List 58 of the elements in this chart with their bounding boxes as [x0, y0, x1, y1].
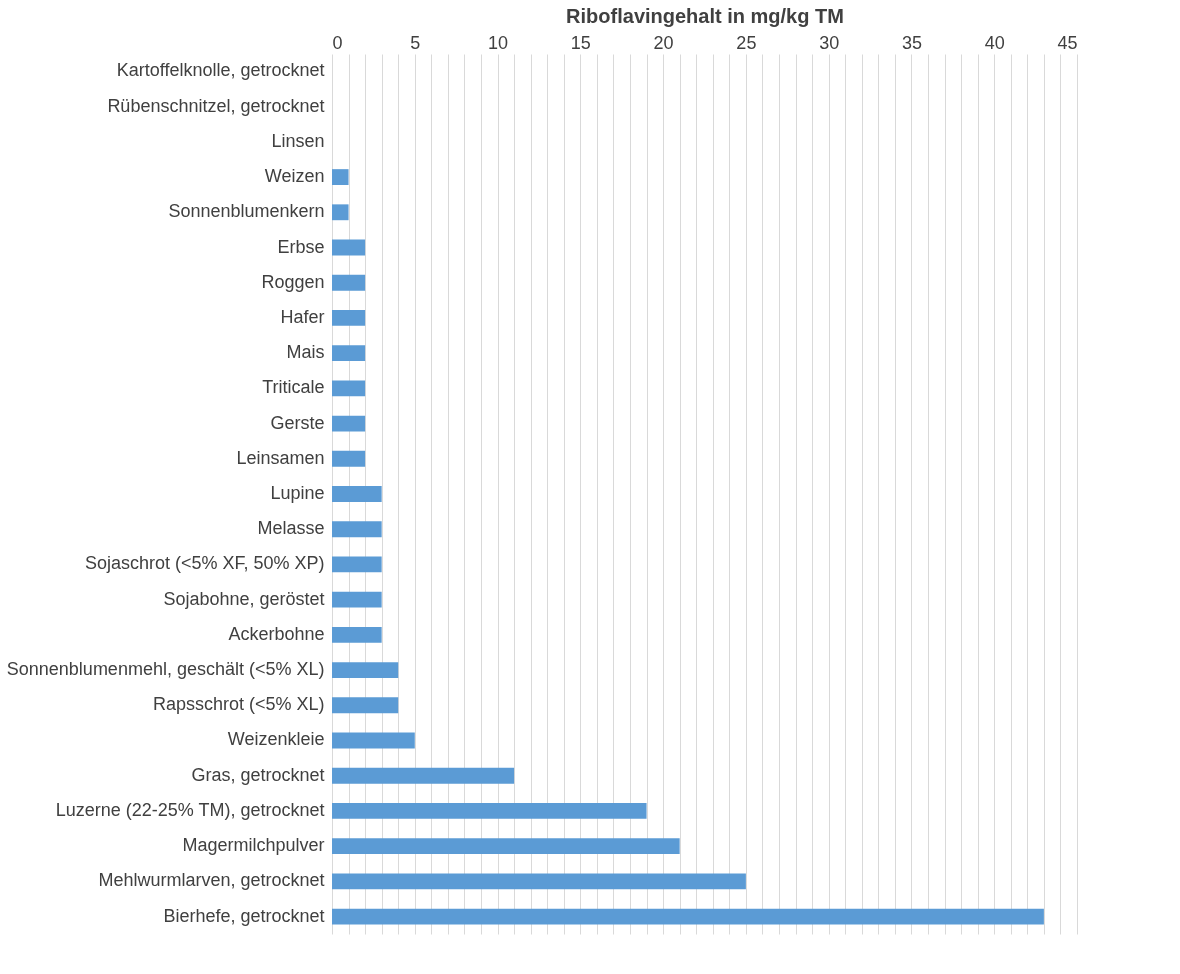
bar [332, 873, 746, 890]
bar [332, 274, 366, 291]
y-tick-label: Luzerne (22-25% TM), getrocknet [55, 799, 325, 820]
bar [332, 662, 399, 678]
y-tick-label: Roggen [261, 271, 325, 292]
y-tick-label: Gerste [270, 412, 325, 433]
y-tick-label: Sonnenblumenmehl, geschält (<5% XL) [6, 659, 325, 680]
bar [332, 239, 366, 256]
y-tick-label: Lupine [270, 483, 325, 503]
y-tick-label: Ackerbohne [228, 623, 325, 644]
bar [332, 767, 515, 784]
x-tick-label: 20 [653, 32, 674, 53]
y-tick-label: Sojaschrot (<5% XF, 50% XP) [84, 553, 325, 574]
bar [332, 908, 1044, 925]
bar [332, 204, 349, 221]
y-tick-label: Erbse [277, 236, 325, 257]
y-tick-label: Gras, getrocknet [191, 764, 325, 785]
x-tick-label: 0 [332, 32, 343, 53]
y-tick-label: Rübenschnitzel, getrocknet [107, 95, 325, 116]
y-tick-label: Melasse [257, 518, 325, 539]
y-tick-label: Leinsamen [236, 447, 325, 468]
bar [332, 626, 382, 643]
y-tick-label: Hafer [280, 306, 325, 327]
y-tick-label: Mais [286, 342, 325, 363]
y-tick-label: Magermilchpulver [182, 835, 325, 856]
bar [332, 697, 399, 714]
bar [332, 486, 382, 502]
x-tick-label: 25 [736, 32, 757, 53]
y-tick-label: Bierhefe, getrocknet [163, 905, 325, 926]
bar [332, 803, 647, 819]
x-tick-label: 40 [984, 32, 1005, 53]
y-tick-label: Mehlwurmlarven, getrocknet [98, 870, 325, 891]
y-tick-label: Linsen [271, 130, 325, 151]
bar [332, 450, 366, 467]
bar [332, 380, 366, 397]
y-tick-label: Triticale [262, 377, 325, 398]
x-tick-label: 15 [570, 32, 591, 53]
y-tick-label: Sojabohne, geröstet [163, 588, 325, 609]
y-tick-label: Weizen [264, 166, 325, 187]
bar [332, 310, 366, 326]
y-tick-label: Kartoffelknolle, getrocknet [116, 60, 325, 81]
bar [332, 415, 366, 432]
x-tick-label: 30 [819, 32, 840, 53]
y-tick-label: Rapsschrot (<5% XL) [152, 694, 325, 715]
bar [332, 521, 382, 538]
y-tick-label: Weizenkleie [227, 729, 325, 750]
bar [332, 556, 382, 573]
bar [332, 345, 366, 362]
x-tick-label: 5 [410, 32, 421, 53]
x-tick-label: 10 [488, 32, 509, 53]
x-axis-title: Riboflavingehalt in mg/kg TM [566, 4, 844, 27]
y-tick-label: Sonnenblumenkern [168, 201, 325, 222]
x-tick-label: 45 [1057, 32, 1078, 53]
x-tick-label: 35 [901, 32, 922, 53]
bar [332, 732, 415, 749]
bar [332, 169, 349, 185]
bar [332, 838, 680, 855]
bar [332, 591, 382, 608]
